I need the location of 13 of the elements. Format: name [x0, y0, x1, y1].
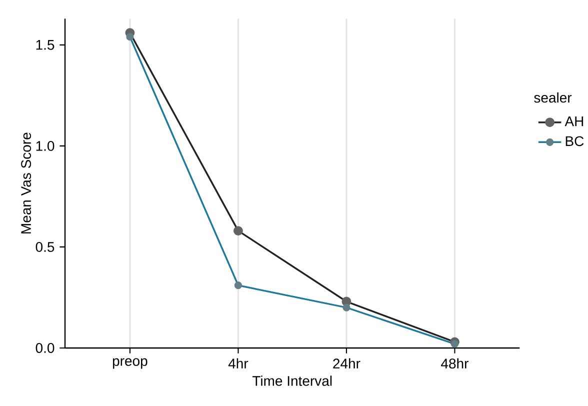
- x-tick-label: preop: [112, 358, 148, 369]
- y-tick-label: 1.0: [36, 141, 54, 151]
- legend-label: BC: [566, 136, 584, 146]
- y-tick-label: 0.5: [36, 242, 54, 252]
- x-tick-label: 48hr: [441, 358, 468, 369]
- legend-label: AH: [564, 116, 584, 126]
- x-tick-label: 24hr: [333, 358, 360, 368]
- y-tick-label: 1.5: [36, 40, 54, 50]
- y-axis-title: Mean Vas Score: [21, 132, 32, 234]
- y-tick-label: 0.0: [36, 343, 54, 353]
- x-tick-label: 4hr: [228, 358, 248, 368]
- legend-title: sealer: [534, 92, 572, 103]
- x-axis-title: Time Interval: [252, 376, 332, 386]
